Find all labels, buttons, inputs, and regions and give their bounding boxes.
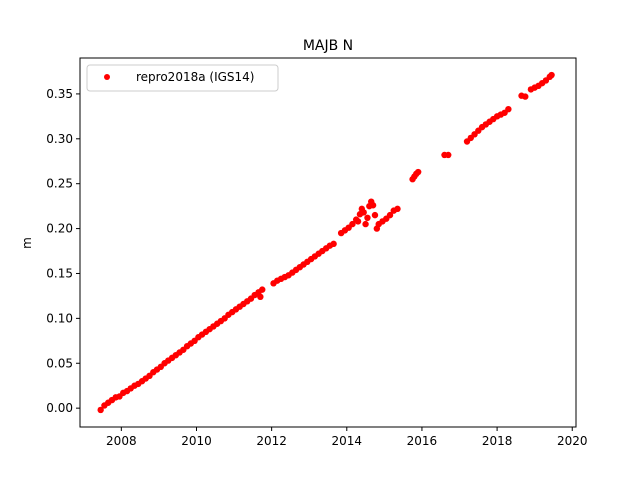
y-axis: 0.00 0.05 0.10 0.15 0.20 0.25 0.30 0.35 <box>46 87 80 415</box>
data-point <box>505 105 512 113</box>
data-point <box>369 202 377 209</box>
x-tick-label: 2020 <box>557 434 588 448</box>
y-tick-label: 0.00 <box>46 401 73 415</box>
y-tick-label: 0.25 <box>46 177 73 191</box>
legend-label: repro2018a (IGS14) <box>136 70 254 84</box>
x-tick-label: 2018 <box>482 434 513 448</box>
x-tick-label: 2010 <box>181 434 212 448</box>
x-tick-label: 2014 <box>332 434 363 448</box>
data-point <box>360 209 367 216</box>
y-axis-label: m <box>20 237 34 249</box>
data-point <box>414 168 422 176</box>
data-point <box>522 93 529 100</box>
plot-frame <box>79 57 577 428</box>
data-point <box>445 151 452 159</box>
y-tick-label: 0.30 <box>46 132 73 146</box>
chart-title: MAJB N <box>303 38 353 54</box>
data-points <box>97 71 555 414</box>
x-tick-label: 2012 <box>256 434 287 448</box>
x-tick-label: 2016 <box>407 434 438 448</box>
data-point <box>257 293 264 301</box>
data-point <box>259 286 266 293</box>
y-tick-label: 0.15 <box>46 266 73 280</box>
x-tick-label: 2008 <box>106 434 137 448</box>
y-tick-label: 0.20 <box>46 222 73 236</box>
data-point <box>330 240 337 248</box>
data-point <box>394 205 401 213</box>
legend-marker <box>104 74 110 80</box>
plot-area <box>79 57 577 428</box>
data-point <box>362 220 369 228</box>
y-tick-label: 0.10 <box>46 311 73 325</box>
legend-box <box>86 64 279 92</box>
data-point <box>386 211 394 219</box>
x-axis: 2008 2010 2012 2014 2016 2018 2020 <box>106 427 588 448</box>
y-tick-label: 0.05 <box>46 356 73 370</box>
legend: repro2018a (IGS14) <box>86 64 279 92</box>
data-point <box>354 218 362 225</box>
data-point <box>548 71 555 79</box>
data-point <box>364 214 371 222</box>
y-tick-label: 0.35 <box>46 87 73 101</box>
data-point <box>371 211 379 219</box>
data-point <box>349 220 356 228</box>
data-point <box>97 406 104 414</box>
